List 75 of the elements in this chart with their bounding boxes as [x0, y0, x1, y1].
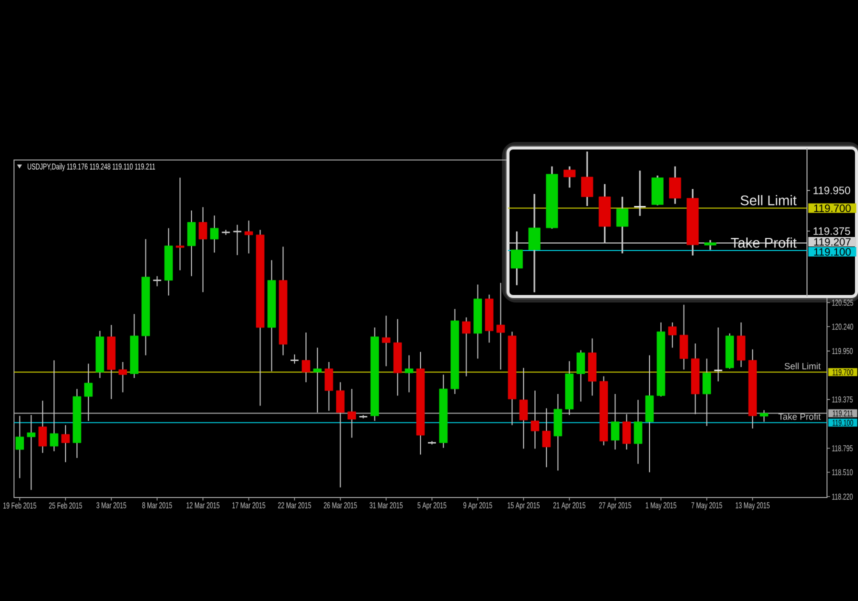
- candlestick: [290, 354, 300, 364]
- candlestick: [244, 220, 253, 254]
- x-tick-label: 25 Feb 2015: [49, 502, 82, 509]
- ref-line-label: 119.207: [814, 238, 851, 246]
- candlestick: [576, 350, 586, 402]
- candlestick: [187, 210, 196, 277]
- x-tick-label: 26 Mar 2015: [324, 502, 357, 508]
- annotation: Sell Limit: [740, 195, 797, 206]
- x-tick-label: 12 Mar 2015: [186, 502, 220, 508]
- candlestick: [668, 322, 677, 348]
- y-tick-label: 120.240: [832, 324, 854, 330]
- candlestick: [302, 332, 310, 383]
- y-tick-label: 119.375: [814, 227, 850, 235]
- candlestick: [61, 424, 70, 463]
- candlestick: [610, 393, 620, 450]
- ref-line-label: 119.211: [832, 410, 853, 416]
- candlestick: [16, 415, 24, 479]
- candlestick: [519, 367, 528, 450]
- candlestick: [152, 276, 162, 287]
- x-tick-label: 31 Mar 2015: [370, 502, 403, 508]
- candlestick: [348, 388, 356, 438]
- candlestick: [714, 326, 723, 382]
- candlestick: [634, 399, 642, 464]
- x-tick-label: 3 Mar 2015: [96, 502, 126, 508]
- candlestick: [118, 361, 127, 393]
- candlestick: [84, 363, 93, 422]
- candlestick: [669, 166, 682, 205]
- y-tick-label: 118.795: [832, 445, 853, 452]
- candlestick: [382, 315, 390, 367]
- x-tick-label: 15 Apr 2015: [508, 502, 540, 510]
- x-tick-label: 1 May 2015: [646, 502, 676, 510]
- candlestick: [38, 400, 47, 454]
- candlestick: [622, 414, 631, 450]
- chart-title: USDJPY,Daily 119.176 119.248 119.110 119.211: [28, 163, 156, 172]
- x-tick-label: 5 Apr 2015: [418, 502, 446, 510]
- y-tick-label: 119.950: [814, 186, 850, 194]
- y-tick-label: 119.950: [832, 348, 853, 354]
- candlestick: [760, 410, 768, 422]
- candlestick: [581, 150, 594, 207]
- ref-line-label: 119.700: [814, 204, 851, 212]
- candlestick: [26, 414, 36, 490]
- candlestick: [702, 358, 711, 426]
- x-tick-label: 27 Apr 2015: [599, 502, 632, 510]
- x-tick-label: 21 Apr 2015: [553, 502, 586, 510]
- candlestick: [564, 166, 576, 188]
- y-tick-label: 119.375: [832, 396, 853, 402]
- annotation: Sell Limit: [784, 362, 821, 370]
- y-tick-label: 118.510: [832, 469, 853, 476]
- ref-line-label: 119.100: [814, 248, 851, 256]
- annotation: Take Profit: [778, 413, 821, 420]
- x-tick-label: 22 Mar 2015: [278, 502, 312, 508]
- candlestick: [542, 408, 551, 468]
- x-tick-label: 7 May 2015: [691, 502, 722, 510]
- candlestick: [324, 361, 334, 412]
- y-tick-label: 118.220: [832, 494, 853, 500]
- y-tick-label: 120.525: [832, 300, 854, 306]
- x-tick-label: 19 Feb 2015: [3, 502, 36, 509]
- x-tick-label: 8 Mar 2015: [142, 502, 172, 508]
- x-tick-label: 9 Apr 2015: [463, 502, 492, 510]
- candlestick: [50, 360, 58, 452]
- ref-line-label: 119.100: [832, 420, 854, 426]
- candlestick: [210, 215, 219, 254]
- candlestick: [680, 304, 688, 370]
- candlestick: [530, 390, 540, 450]
- candlestick: [336, 382, 345, 488]
- candlestick: [462, 316, 471, 377]
- candlestick: [496, 282, 505, 370]
- candlestick: [176, 177, 184, 271]
- x-tick-label: 17 Mar 2015: [232, 502, 266, 508]
- candlestick: [404, 354, 414, 393]
- candlestick: [633, 170, 646, 217]
- ref-line-label: 119.700: [832, 369, 854, 376]
- candlestick: [313, 347, 322, 413]
- candlestick: [198, 206, 208, 293]
- x-tick-label: 13 May 2015: [736, 502, 770, 510]
